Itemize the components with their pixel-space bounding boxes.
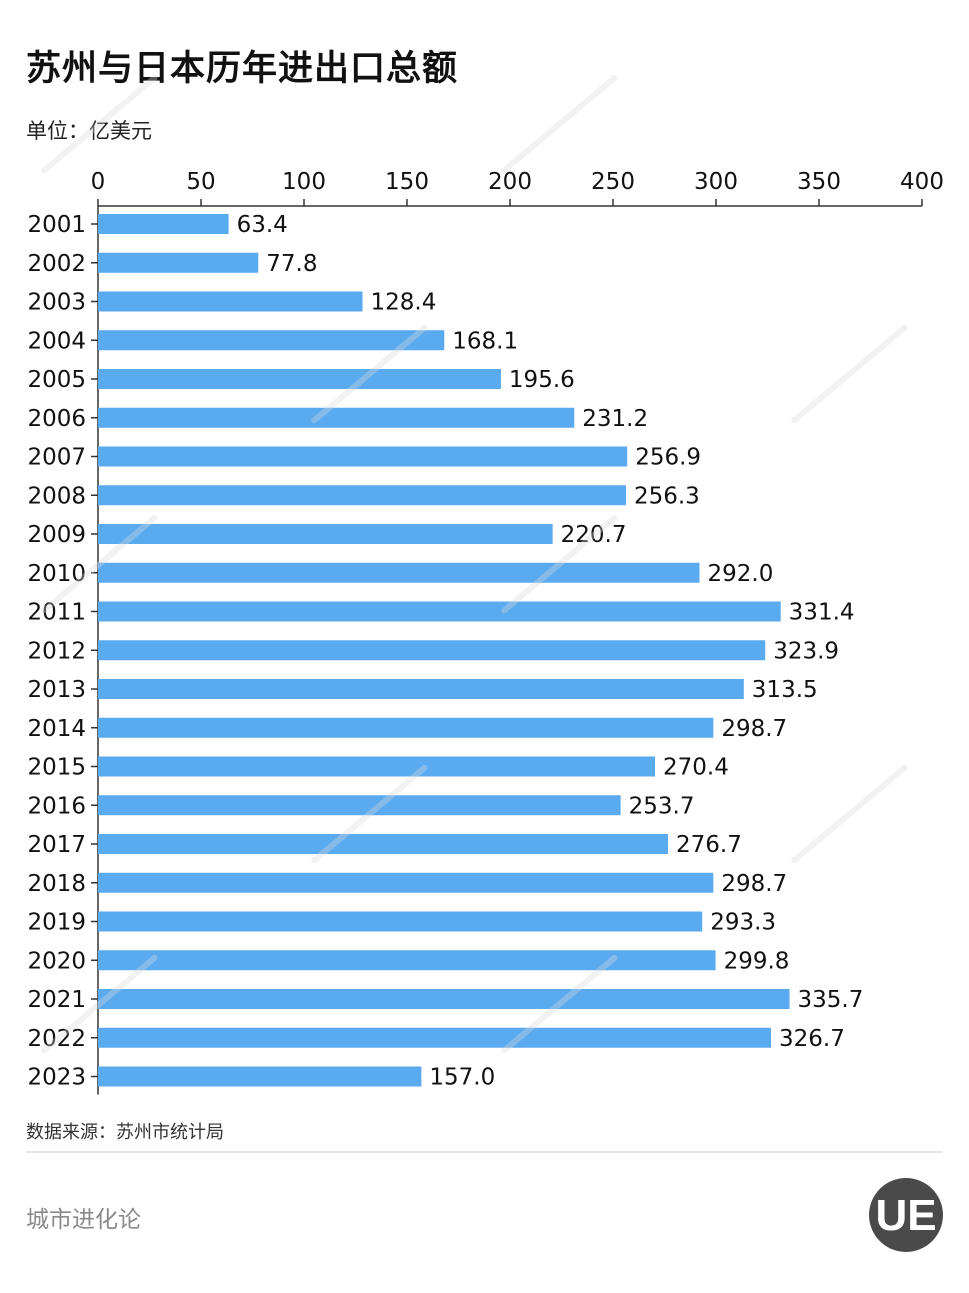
data-label: 326.7: [779, 1026, 845, 1052]
category-label: 2003: [27, 290, 86, 316]
bar: [98, 834, 669, 854]
brand-name: 城市进化论: [26, 1207, 141, 1233]
category-label: 2023: [27, 1065, 86, 1091]
x-tick-label: 100: [282, 169, 326, 195]
bar: [98, 330, 445, 351]
bar: [98, 640, 766, 661]
data-label: 331.4: [789, 600, 855, 626]
bar: [98, 756, 656, 777]
data-label: 168.1: [452, 328, 518, 354]
category-label: 2010: [27, 561, 86, 587]
x-tick-label: 300: [694, 169, 738, 195]
category-label: 2011: [27, 600, 86, 626]
bar: [98, 369, 501, 389]
x-tick-label: 50: [186, 169, 215, 195]
category-label: 2002: [27, 251, 86, 277]
data-label: 256.9: [635, 445, 701, 471]
logo-letters: UE: [875, 1191, 936, 1240]
x-tick-label: 150: [385, 169, 429, 195]
category-label: 2012: [27, 638, 86, 664]
bar: [98, 1027, 772, 1048]
category-label: 2004: [27, 328, 86, 354]
data-label: 77.8: [266, 251, 317, 277]
bar: [98, 562, 700, 583]
data-label: 299.8: [724, 948, 790, 974]
data-label: 128.4: [371, 290, 437, 316]
bar: [98, 679, 744, 699]
bar: [98, 872, 714, 893]
x-tick-label: 0: [91, 169, 106, 195]
bar: [98, 601, 781, 622]
brand-logo-icon: UE: [869, 1178, 943, 1252]
bar: [98, 717, 714, 738]
data-label: 292.0: [708, 561, 774, 587]
data-label: 231.2: [582, 406, 648, 432]
category-label: 2014: [27, 716, 86, 742]
bar: [98, 446, 628, 467]
category-label: 2009: [27, 522, 86, 548]
category-label: 2021: [27, 987, 86, 1013]
category-label: 2020: [27, 948, 86, 974]
x-tick-label: 200: [488, 169, 532, 195]
bar-chart: 0 50 100 150 200 250 300 350 400 2001 63.4 2002 77.8…: [27, 169, 944, 1095]
bar: [98, 950, 716, 971]
category-label: 2001: [27, 212, 86, 238]
x-tick-label: 250: [591, 169, 635, 195]
unit-label: 单位：亿美元: [26, 119, 152, 143]
category-label: 2016: [27, 793, 86, 819]
category-label: 2017: [27, 832, 86, 858]
x-tick-label: 400: [900, 169, 944, 195]
data-label: 313.5: [752, 677, 818, 703]
data-label: 293.3: [710, 910, 776, 936]
category-label: 2019: [27, 910, 86, 936]
data-source: 数据来源：苏州市统计局: [26, 1122, 224, 1143]
bar: [98, 214, 229, 234]
bar: [98, 252, 259, 273]
data-label: 335.7: [798, 987, 864, 1013]
bar: [98, 524, 553, 544]
data-label: 298.7: [721, 716, 787, 742]
x-tick-label: 350: [797, 169, 841, 195]
bar: [98, 795, 621, 816]
bar: [98, 485, 626, 506]
bar: [98, 989, 790, 1009]
data-label: 256.3: [634, 483, 700, 509]
category-label: 2015: [27, 755, 86, 781]
data-label: 220.7: [561, 522, 627, 548]
category-label: 2006: [27, 406, 86, 432]
data-label: 157.0: [429, 1065, 495, 1091]
footer-divider: [26, 1151, 943, 1153]
bar: [98, 1066, 422, 1087]
data-label: 298.7: [721, 871, 787, 897]
bar: [98, 911, 703, 932]
bar: [98, 407, 575, 428]
data-label: 270.4: [663, 755, 729, 781]
data-label: 276.7: [676, 832, 742, 858]
data-label: 253.7: [629, 793, 695, 819]
category-label: 2013: [27, 677, 86, 703]
category-label: 2018: [27, 871, 86, 897]
bar: [98, 291, 363, 312]
category-label: 2007: [27, 445, 86, 471]
category-label: 2005: [27, 367, 86, 393]
chart-title: 苏州与日本历年进出口总额: [26, 49, 459, 89]
category-label: 2022: [27, 1026, 86, 1052]
category-label: 2008: [27, 483, 86, 509]
data-label: 323.9: [773, 638, 839, 664]
data-label: 195.6: [509, 367, 575, 393]
data-label: 63.4: [237, 212, 288, 238]
